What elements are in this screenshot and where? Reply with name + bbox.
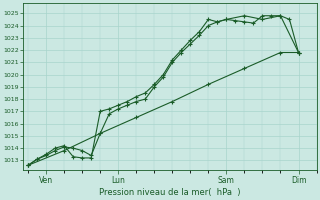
- X-axis label: Pression niveau de la mer(  hPa  ): Pression niveau de la mer( hPa ): [99, 188, 240, 197]
